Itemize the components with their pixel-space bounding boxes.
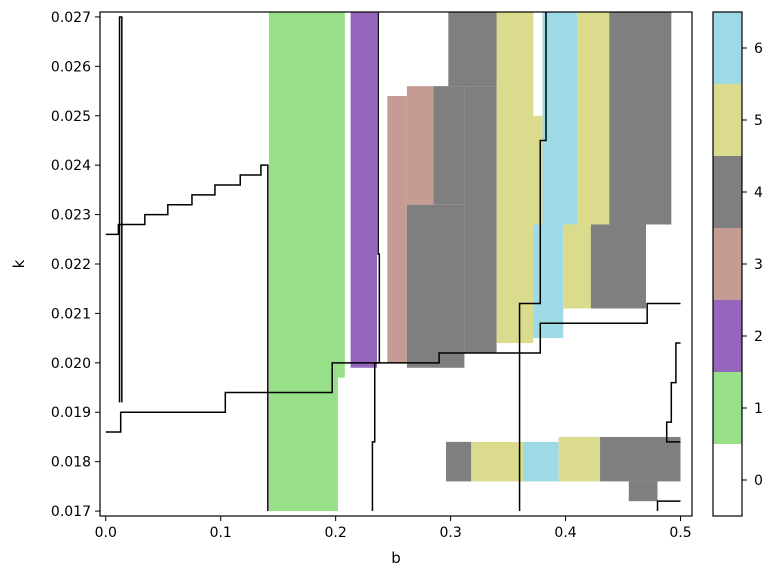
- boundary-line-4: [371, 12, 381, 512]
- region-value-2: [350, 12, 378, 368]
- x-tick-label: 0.0: [95, 525, 117, 541]
- y-tick-label: 0.017: [51, 504, 91, 520]
- boundary-line-3: [118, 16, 123, 403]
- boundary-line-1: [105, 164, 269, 512]
- colorbar-tick-label: 1: [754, 401, 763, 417]
- y-tick-label: 0.024: [51, 158, 91, 174]
- region-value-4: [433, 86, 465, 205]
- boundary-line-5: [518, 12, 547, 512]
- colorbar: 0 1 2 3 4 5 6: [712, 11, 763, 517]
- x-tick-label: 0.3: [439, 525, 461, 541]
- colorbar-swatch-1: [713, 372, 742, 444]
- region-value-5: [563, 224, 591, 309]
- colorbar-tick-label: 4: [754, 185, 763, 201]
- y-tick-label: 0.025: [51, 109, 91, 125]
- region-value-5: [577, 12, 610, 225]
- y-tick-label: 0.020: [51, 356, 91, 372]
- colorbar-tick-label: 2: [754, 329, 763, 345]
- colorbar-swatch-2: [713, 300, 742, 372]
- region-value-5: [533, 115, 543, 225]
- region-value-4: [464, 86, 497, 353]
- y-tick-label: 0.018: [51, 455, 91, 471]
- boundary-line-6: [665, 342, 681, 443]
- region-value-3: [406, 86, 434, 205]
- boundary-line-7: [656, 500, 681, 512]
- colorbar-tick-label: 0: [754, 473, 763, 489]
- region-value-3: [387, 96, 407, 363]
- y-tick-label: 0.023: [51, 208, 91, 224]
- region-value-1: [337, 12, 345, 378]
- colorbar-tick-label: 5: [754, 113, 763, 129]
- region-value-4: [406, 204, 465, 368]
- region-value-5: [471, 441, 524, 482]
- region-value-4: [600, 436, 681, 482]
- x-tick-label: 0.1: [210, 525, 232, 541]
- boundary-lines: [105, 12, 681, 512]
- colorbar-tick-label: 6: [754, 41, 763, 57]
- y-tick-label: 0.022: [51, 257, 91, 273]
- colorbar-swatch-5: [713, 84, 742, 156]
- x-tick-label: 0.4: [554, 525, 576, 541]
- y-tick-label: 0.021: [51, 306, 91, 322]
- region-value-4: [628, 481, 658, 502]
- region-value-4: [446, 441, 472, 482]
- heatmap-regions: [268, 12, 681, 512]
- y-tick-label: 0.026: [51, 59, 91, 75]
- colorbar-tick-label: 3: [754, 257, 763, 273]
- region-value-4: [609, 12, 672, 225]
- region-value-4: [590, 224, 647, 309]
- colorbar-swatch-3: [713, 228, 742, 300]
- x-tick-label: 0.2: [325, 525, 347, 541]
- colorbar-swatch-6: [713, 12, 742, 84]
- x-axis-label: b: [391, 549, 401, 567]
- region-value-6: [533, 224, 564, 339]
- x-axis-ticks: 0.0 0.1 0.2 0.3 0.4 0.5: [95, 516, 692, 541]
- y-axis-ticks: 0.017 0.018 0.019 0.020 0.021 0.022 0.023 0.024…: [51, 10, 100, 520]
- x-tick-label: 0.5: [669, 525, 691, 541]
- region-value-6: [542, 12, 578, 225]
- y-tick-label: 0.019: [51, 405, 91, 421]
- region-value-1: [268, 12, 338, 512]
- boundary-line-2: [105, 302, 681, 433]
- region-value-6: [523, 441, 559, 482]
- y-axis-label: k: [10, 259, 28, 268]
- y-tick-label: 0.027: [51, 10, 91, 26]
- region-value-5: [496, 12, 534, 344]
- colorbar-swatch-0: [713, 444, 742, 516]
- colorbar-swatch-4: [713, 156, 742, 228]
- region-value-5: [558, 436, 601, 482]
